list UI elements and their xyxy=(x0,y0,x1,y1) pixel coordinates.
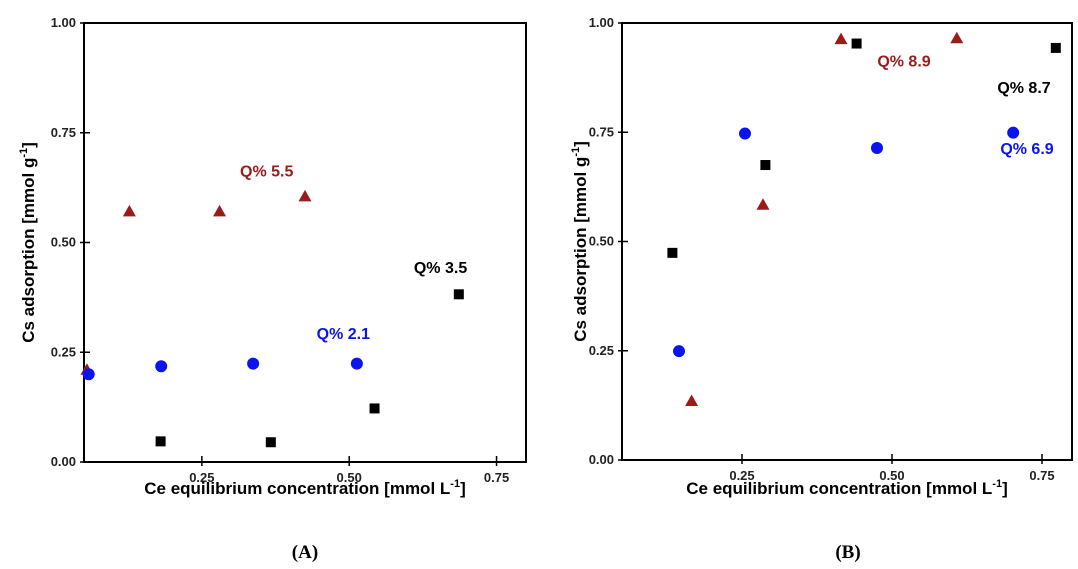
annotation-label: Q% 2.1 xyxy=(317,326,370,343)
annotation-label: Q% 5.5 xyxy=(240,164,293,181)
data-point-circle xyxy=(673,345,685,358)
x-tick-label: 0.50 xyxy=(879,468,904,483)
y-tick-label: 0.50 xyxy=(51,235,76,250)
data-point-circle xyxy=(1007,126,1020,139)
y-tick-label: 1.00 xyxy=(589,15,614,30)
x-tick-label: 0.50 xyxy=(337,470,362,485)
x-tick-label: 0.25 xyxy=(729,468,754,483)
data-point-circle xyxy=(155,360,168,373)
data-point-circle xyxy=(247,357,260,370)
data-point-circle xyxy=(871,141,883,154)
y-tick-label: 0.00 xyxy=(51,454,76,469)
y-tick-label: 1.00 xyxy=(51,15,76,30)
data-point-circle xyxy=(739,127,751,140)
data-point-triangle xyxy=(834,32,848,45)
data-point-circle xyxy=(82,368,95,381)
data-point-triangle xyxy=(298,189,312,202)
data-point-triangle xyxy=(950,31,964,44)
annotation-label: Q% 3.5 xyxy=(414,260,467,277)
data-point-circle xyxy=(350,357,363,370)
x-axis-title: Ce equilibrium concentration [mmol L-1] xyxy=(144,478,465,498)
chart-panel-b: 0.00 0.25 0.50 0.75 1.00 0.25 0.50 0.75 Ce equil… xyxy=(570,15,1073,563)
plot-frame xyxy=(83,22,527,463)
data-point-square xyxy=(760,160,771,171)
x-tick-label: 0.75 xyxy=(484,470,509,485)
data-point-square xyxy=(453,289,464,300)
panel-label: (B) xyxy=(835,542,860,563)
chart-panel-a: 0.00 0.25 0.50 0.75 1.00 0.25 0.50 0.75 Ce equil… xyxy=(18,15,527,563)
data-point-square xyxy=(667,247,678,258)
data-point-square xyxy=(265,437,276,448)
x-tick-label: 0.75 xyxy=(1029,468,1054,483)
y-tick-label: 0.25 xyxy=(589,343,614,358)
data-point-square xyxy=(369,403,380,414)
y-tick-label: 0.75 xyxy=(51,125,76,140)
x-axis-title: Ce equilibrium concentration [mmol L-1] xyxy=(686,478,1007,498)
y-axis-title: Cs adsorption [mmol g-1] xyxy=(18,142,38,343)
y-axis-title: Cs adsorption [mmol g-1] xyxy=(570,141,590,342)
data-point-square xyxy=(1050,42,1061,53)
y-tick-label: 0.75 xyxy=(589,124,614,139)
y-tick-label: 0.25 xyxy=(51,344,76,359)
data-point-square xyxy=(155,436,166,447)
data-point-triangle xyxy=(122,204,136,217)
annotation-label: Q% 8.7 xyxy=(997,80,1050,97)
y-tick-label: 0.50 xyxy=(589,234,614,249)
data-point-square xyxy=(851,38,862,49)
y-tick-label: 0.00 xyxy=(589,452,614,467)
panel-label: (A) xyxy=(292,542,318,563)
data-point-triangle xyxy=(756,198,770,210)
annotation-label: Q% 6.9 xyxy=(1000,141,1053,158)
annotation-label: Q% 8.9 xyxy=(877,54,930,71)
x-tick-label: 0.25 xyxy=(189,470,214,485)
data-point-triangle xyxy=(685,394,699,407)
data-point-triangle xyxy=(213,204,227,217)
